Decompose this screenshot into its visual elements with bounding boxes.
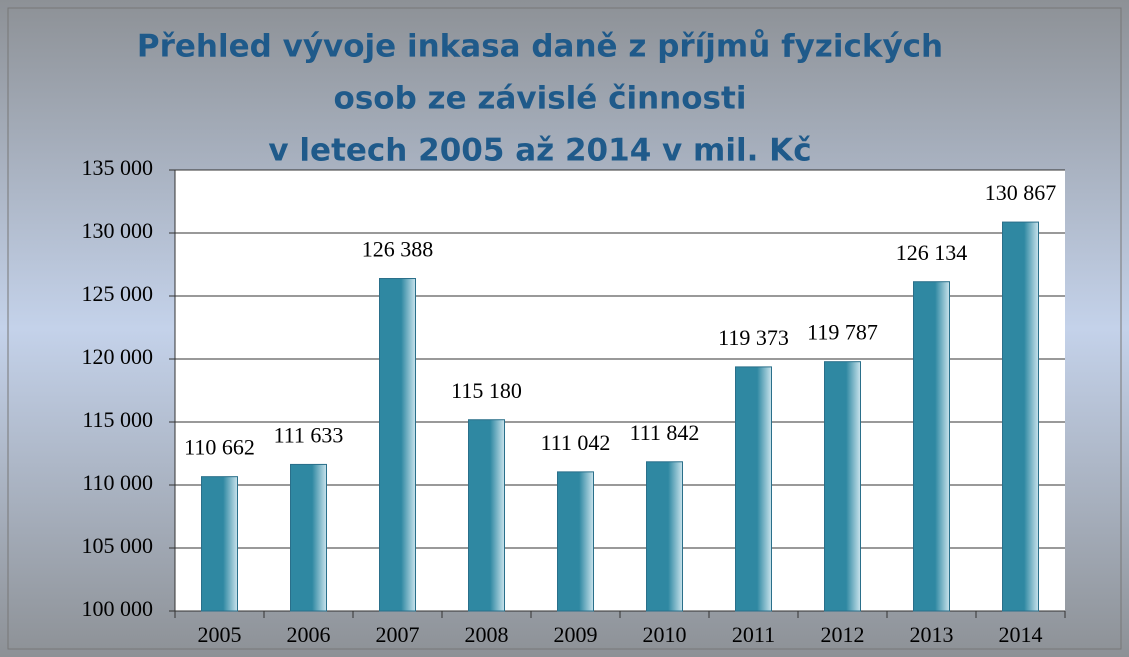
y-tick-label: 120 000 [82, 344, 154, 369]
bar [646, 461, 683, 612]
x-tick-label: 2013 [910, 622, 954, 647]
y-tick-label: 115 000 [82, 407, 153, 432]
bar [468, 419, 505, 612]
bar [201, 476, 238, 612]
x-tick-label: 2012 [821, 622, 865, 647]
bar [824, 361, 861, 612]
data-label: 126 388 [362, 237, 434, 262]
bar [557, 471, 594, 612]
y-tick-label: 110 000 [82, 470, 153, 495]
data-label: 119 373 [718, 325, 789, 350]
y-tick-label: 130 000 [82, 218, 154, 243]
x-tick-label: 2007 [376, 622, 420, 647]
data-label: 110 662 [184, 435, 255, 460]
y-tick-label: 100 000 [82, 596, 154, 621]
data-label: 115 180 [451, 378, 522, 403]
chart-title: osob ze závislé činnosti [334, 81, 747, 117]
x-tick-label: 2008 [465, 622, 509, 647]
data-label: 111 042 [541, 430, 611, 455]
y-tick-label: 135 000 [82, 155, 154, 180]
bar [913, 281, 950, 612]
x-tick-label: 2005 [198, 622, 242, 647]
data-label: 111 633 [274, 422, 344, 447]
x-tick-label: 2010 [643, 622, 687, 647]
bar [1002, 221, 1039, 612]
chart-title: v letech 2005 až 2014 v mil. Kč [268, 133, 811, 169]
data-label: 130 867 [985, 180, 1057, 205]
x-tick-label: 2006 [287, 622, 331, 647]
data-label: 111 842 [630, 420, 700, 445]
bar [379, 278, 416, 612]
x-tick-label: 2009 [554, 622, 598, 647]
bar [290, 463, 327, 612]
frame [7, 7, 1122, 650]
y-tick-label: 125 000 [82, 281, 154, 306]
chart-title: Přehled vývoje inkasa daně z příjmů fyzi… [137, 29, 943, 65]
data-label: 126 134 [896, 240, 968, 265]
x-tick-label: 2014 [999, 622, 1043, 647]
bar [735, 366, 772, 612]
data-label: 119 787 [807, 320, 878, 345]
y-tick-label: 105 000 [82, 533, 154, 558]
x-tick-label: 2011 [732, 622, 775, 647]
